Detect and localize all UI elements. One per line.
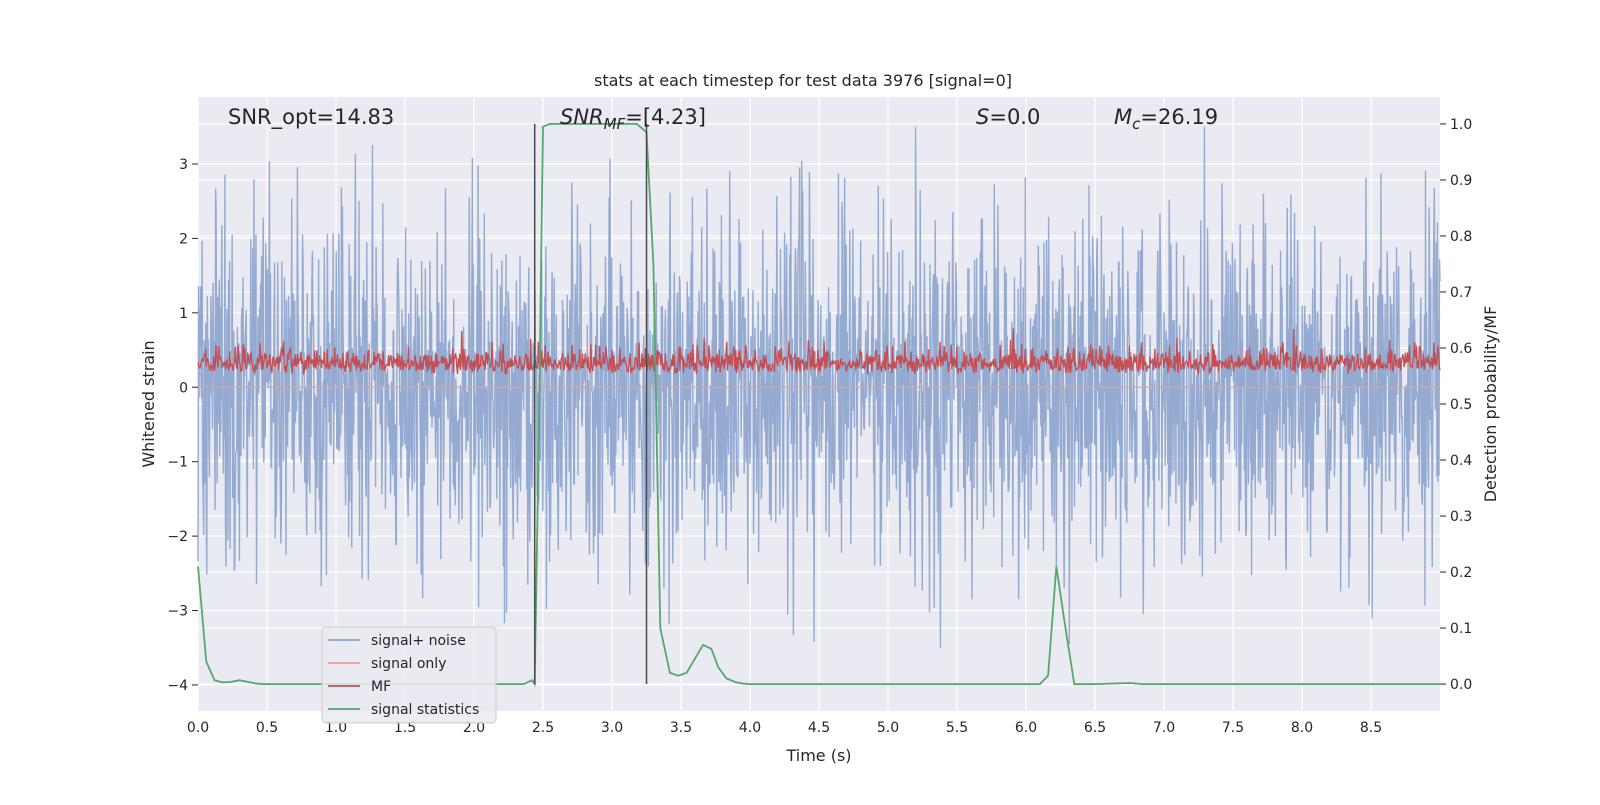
x-tick-label: 5.0 [877,720,899,736]
annotation-s: S=0.0 [976,105,1040,129]
x-tick-label: 6.0 [1015,720,1037,736]
y-right-tick-label: 0.5 [1450,397,1472,413]
annotation-snr-mf-subscript: MF [604,115,626,133]
annotation-snr-mf: SNRMF=[4.23] [560,105,706,133]
annotation-s-value: =0.0 [989,105,1040,129]
x-tick-label: 4.0 [739,720,761,736]
y-right-tick-label: 0.2 [1450,565,1472,581]
x-tick-label: 8.5 [1360,720,1382,736]
annotation-mc-subscript: c [1132,115,1141,133]
y-right-axis-label: Detection probability/MF [1481,306,1500,503]
y-left-axis-label: Whitened strain [139,340,158,467]
y-right-tick-label: 1.0 [1450,117,1472,133]
y-right-tick-label: 0.6 [1450,341,1472,357]
x-tick-label: 2.5 [532,720,554,736]
series-signal-noise [197,126,1441,648]
vertical-markers [533,123,648,685]
y-left-tick-label: −2 [167,529,188,545]
data-layer [197,122,1441,687]
y-right-tick-label: 0.8 [1450,229,1472,245]
chart-title: stats at each timestep for test data 397… [594,71,1012,90]
legend: signal+ noise signal only MF signal stat… [321,626,497,724]
y-left-tick-label: −1 [167,455,188,471]
series-signal-statistics [197,122,1440,687]
y-left-tick-label: 3 [179,157,188,173]
annotation-s-symbol: S [976,105,989,129]
y-left-tick-label: 2 [179,231,188,247]
y-right-tick-label: 0.7 [1450,285,1472,301]
annotation-mc-value: =26.19 [1140,105,1218,129]
legend-label-mf: MF [371,679,391,695]
x-tick-label: 0.5 [256,720,278,736]
y-right-tick-label: 0.4 [1450,453,1472,469]
x-tick-label: 4.5 [808,720,830,736]
legend-label-signal-noise: signal+ noise [371,633,466,649]
y-right-tick-label: 0.3 [1450,509,1472,525]
x-tick-label: 7.5 [1222,720,1244,736]
y-left-tick-label: 0 [179,380,188,396]
y-left-tick-label: −4 [167,678,188,694]
annotation-snr-mf-value: =[4.23] [625,105,706,129]
x-axis-label: Time (s) [785,746,851,765]
y-right-tick-label: 0.9 [1450,173,1472,189]
x-tick-label: 3.0 [601,720,623,736]
y-left-tick-labels: 3 2 1 0 −1 −2 −3 −4 [167,157,198,694]
annotation-snr-opt: SNR_opt=14.83 [228,105,394,130]
x-tick-label: 6.5 [1084,720,1106,736]
x-tick-labels: 0.0 0.5 1.0 1.5 2.0 2.5 3.0 3.5 4.0 4.5 5.0 5.5 6.0 6… [187,720,1382,736]
x-tick-label: 3.5 [670,720,692,736]
y-left-tick-label: 1 [179,306,188,322]
legend-box [321,626,497,724]
y-right-tick-label: 0.1 [1450,621,1472,637]
x-tick-label: 8.0 [1291,720,1313,736]
x-tick-label: 2.0 [463,720,485,736]
annotation-mc: Mc=26.19 [1114,105,1218,133]
series-mf [197,328,1441,376]
y-right-tick-labels: 1.0 0.9 0.8 0.7 0.6 0.5 0.4 0.3 0.2 0.1 0.0 [1440,117,1472,693]
x-tick-label: 1.0 [325,720,347,736]
x-tick-label: 1.5 [394,720,416,736]
y-right-tick-label: 0.0 [1450,677,1472,693]
annotation-snr-mf-symbol: SNR [560,105,604,129]
x-tick-label: 5.5 [946,720,968,736]
legend-label-signal-only: signal only [371,656,446,672]
x-tick-label: 7.0 [1153,720,1175,736]
legend-label-signal-statistics: signal statistics [371,702,479,718]
x-tick-label: 0.0 [187,720,209,736]
annotation-mc-symbol: M [1114,105,1132,129]
y-left-tick-label: −3 [167,604,188,620]
